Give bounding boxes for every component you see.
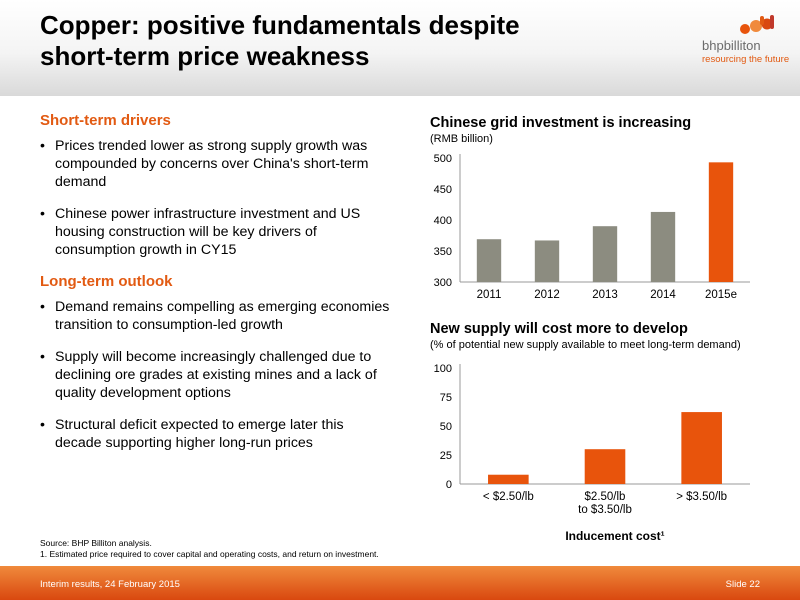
bar [592, 226, 618, 282]
chart2-subtitle: (% of potential new supply available to … [430, 339, 741, 351]
bar [476, 239, 502, 282]
y-tick-label: 300 [434, 277, 452, 289]
y-tick-label: 500 [434, 153, 452, 165]
bar [584, 449, 626, 484]
x-tick-label: 2014 [650, 289, 676, 301]
x-axis-label: Inducement cost¹ [565, 529, 664, 543]
y-tick-label: 100 [434, 363, 452, 375]
footnote-1: 1. Estimated price required to cover cap… [40, 549, 379, 559]
slide-header: Copper: positive fundamentals despite sh… [0, 0, 800, 96]
y-tick-label: 400 [434, 215, 452, 227]
footnotes: Source: BHP Billiton analysis. 1. Estima… [40, 538, 379, 560]
x-tick-label: 2011 [477, 289, 502, 301]
x-tick-label: 2013 [592, 289, 618, 301]
bullet-item: Demand remains compelling as emerging ec… [40, 298, 390, 334]
bar [534, 240, 560, 282]
x-tick-label: > $3.50/lb [676, 491, 727, 503]
logo-tagline: resourcing the future [702, 54, 790, 65]
bullet-item: Chinese power infrastructure investment … [40, 205, 390, 259]
bhp-billiton-logo: bhpbilliton resourcing the future [702, 14, 790, 74]
x-tick-label: to $3.50/lb [578, 504, 632, 516]
y-tick-label: 75 [440, 392, 452, 404]
y-tick-label: 50 [440, 421, 452, 433]
bar [681, 412, 722, 484]
bar [708, 162, 734, 282]
slide-title: Copper: positive fundamentals despite sh… [40, 10, 600, 72]
short-term-heading: Short-term drivers [40, 112, 171, 129]
logo-brand-text: bhpbilliton [702, 38, 761, 53]
left-column: Short-term drivers Prices trended lower … [40, 112, 390, 466]
chart1-subtitle: (RMB billion) [430, 133, 493, 145]
y-tick-label: 25 [440, 450, 452, 462]
bar [650, 211, 676, 282]
slide-number: Slide 22 [725, 579, 760, 590]
bullet-item: Supply will become increasingly challeng… [40, 348, 390, 402]
source-note: Source: BHP Billiton analysis. [40, 538, 152, 548]
x-tick-label: < $2.50/lb [483, 491, 534, 503]
footer-event: Interim results, 24 February 2015 [40, 579, 180, 590]
logo-mark-icon [740, 15, 774, 34]
y-tick-label: 350 [434, 246, 452, 258]
x-tick-label: 2012 [534, 289, 560, 301]
chart2-title: New supply will cost more to develop [430, 321, 688, 337]
chart1-title: Chinese grid investment is increasing [430, 115, 692, 131]
bullet-item: Structural deficit expected to emerge la… [40, 416, 390, 452]
x-tick-label: 2015e [705, 289, 737, 301]
grid-investment-chart: 300 350 400 450 500 2011 2012 2013 2014 2015e [434, 153, 750, 301]
y-tick-label: 0 [446, 479, 452, 491]
title-line-1: Copper: positive fundamentals despite [40, 10, 520, 40]
slide-footer: Interim results, 24 February 2015 Slide … [0, 566, 800, 600]
long-term-heading: Long-term outlook [40, 273, 173, 290]
long-term-list: Demand remains compelling as emerging ec… [40, 298, 390, 452]
short-term-list: Prices trended lower as strong supply gr… [40, 137, 390, 259]
title-line-2: short-term price weakness [40, 41, 370, 71]
x-tick-label: $2.50/lb [585, 491, 626, 503]
bar [488, 474, 529, 484]
y-tick-label: 450 [434, 184, 452, 196]
bullet-item: Prices trended lower as strong supply gr… [40, 137, 390, 191]
